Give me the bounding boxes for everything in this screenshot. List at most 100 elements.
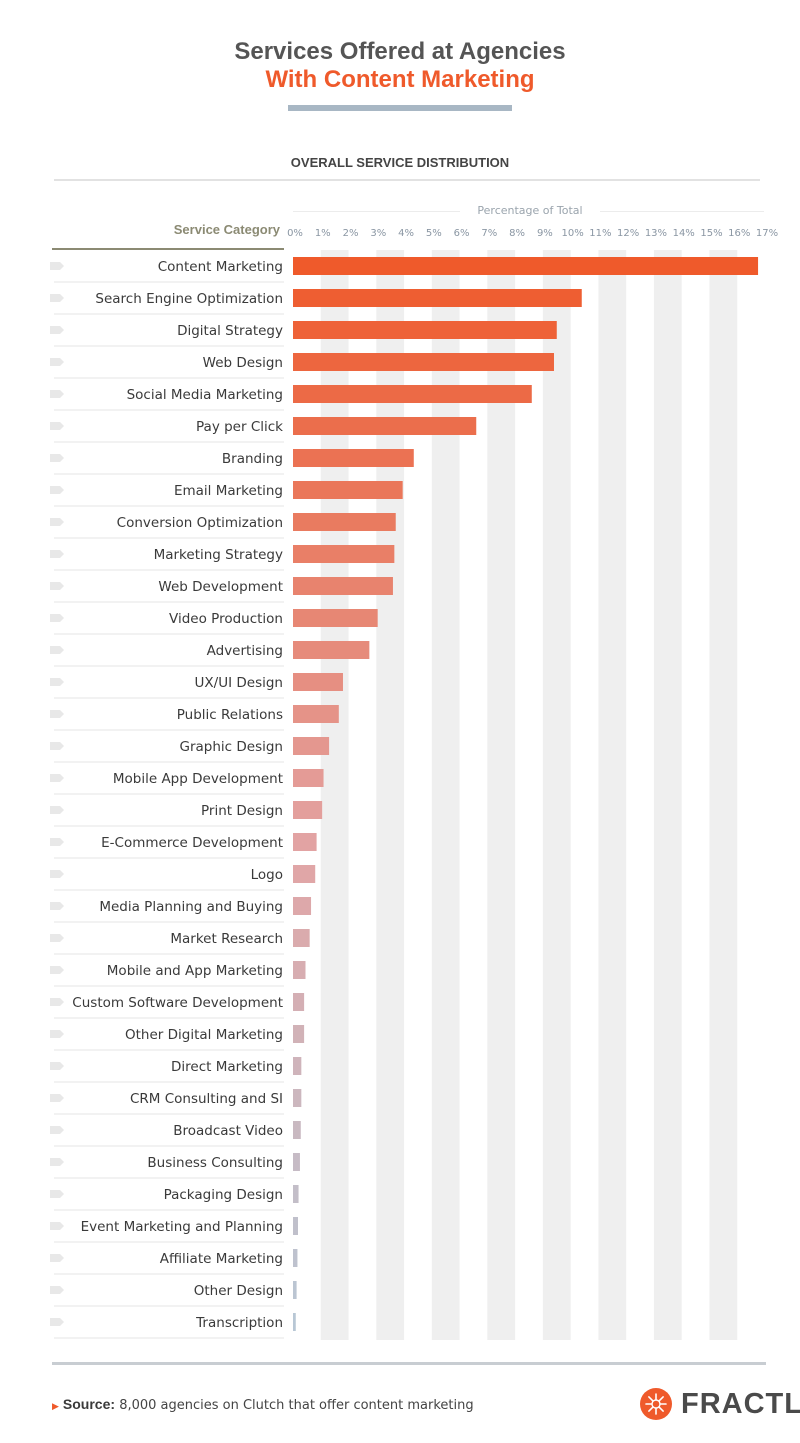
tag-icon <box>50 1286 64 1294</box>
x-tick-label: 17% <box>756 228 778 239</box>
bar <box>293 1313 296 1331</box>
bar <box>293 385 532 403</box>
category-label: Branding <box>222 451 283 467</box>
bar <box>293 801 323 819</box>
category-header: Service Category <box>173 222 280 237</box>
tag-icon <box>50 422 64 430</box>
grid-stripe <box>487 250 516 1340</box>
grid-stripe <box>320 250 349 1340</box>
tag-icon <box>50 358 64 366</box>
tag-icon <box>50 774 64 782</box>
category-label: Other Design <box>194 1283 283 1299</box>
tag-icon <box>50 646 64 654</box>
category-label: E-Commerce Development <box>101 835 283 851</box>
tag-icon <box>50 1318 64 1326</box>
x-tick-label: 5% <box>426 228 442 239</box>
x-tick-label: 0% <box>287 228 303 239</box>
tag-icon <box>50 486 64 494</box>
bar <box>293 929 310 947</box>
logo-wordmark: FRACTL <box>681 1387 800 1420</box>
tag-icon <box>50 614 64 622</box>
bar <box>293 1281 297 1299</box>
bar <box>293 865 316 883</box>
grid-stripe <box>431 250 460 1340</box>
category-label: Affiliate Marketing <box>160 1251 283 1267</box>
chart-title-line1: Services Offered at Agencies <box>234 38 566 65</box>
tag-icon <box>50 390 64 398</box>
bar <box>293 257 759 275</box>
tag-icon <box>50 262 64 270</box>
source-note: ▶ Source: 8,000 agencies on Clutch that o… <box>52 1396 474 1413</box>
category-label: Direct Marketing <box>171 1059 283 1075</box>
category-label: Print Design <box>201 803 283 819</box>
tag-icon <box>50 998 64 1006</box>
category-label: Market Research <box>170 931 283 947</box>
grid-stripe <box>542 250 571 1340</box>
tag-icon <box>50 678 64 686</box>
bar <box>293 289 582 307</box>
x-tick-label: 4% <box>398 228 414 239</box>
tag-icon <box>50 870 64 878</box>
x-tick-label: 12% <box>617 228 639 239</box>
fractl-logo: FRACTL <box>640 1387 800 1421</box>
grid-stripe <box>376 250 405 1340</box>
x-tick-label: 7% <box>481 228 497 239</box>
category-label: Event Marketing and Planning <box>81 1219 283 1235</box>
bar <box>293 1249 298 1267</box>
tag-icon <box>50 1094 64 1102</box>
tag-icon <box>50 582 64 590</box>
grid-stripe <box>709 250 738 1340</box>
category-label: Media Planning and Buying <box>99 899 283 915</box>
category-label: Web Design <box>203 355 283 371</box>
tag-icon <box>50 454 64 462</box>
x-tick-label: 3% <box>370 228 386 239</box>
tag-icon <box>50 518 64 526</box>
bar <box>293 577 393 595</box>
tag-icon <box>50 1158 64 1166</box>
x-tick-label: 16% <box>728 228 750 239</box>
bar <box>293 769 324 787</box>
title-divider <box>288 105 512 111</box>
bar <box>293 897 312 915</box>
x-tick-label: 14% <box>673 228 695 239</box>
category-label: Advertising <box>207 643 283 659</box>
category-label: Custom Software Development <box>72 995 283 1011</box>
tag-icon <box>50 1126 64 1134</box>
bar <box>293 673 343 691</box>
tag-icon <box>50 1222 64 1230</box>
tag-icon <box>50 294 64 302</box>
subtitle-divider <box>54 179 760 181</box>
category-label: CRM Consulting and SI <box>130 1091 283 1107</box>
category-header-underline <box>52 248 284 250</box>
tag-icon <box>50 902 64 910</box>
bar <box>293 705 339 723</box>
bar <box>293 449 414 467</box>
category-label: Packaging Design <box>164 1187 283 1203</box>
tag-icon <box>50 966 64 974</box>
fractl-logo-icon <box>640 1388 672 1420</box>
bar <box>293 1185 299 1203</box>
bar <box>293 1153 300 1171</box>
x-tick-label: 13% <box>645 228 667 239</box>
x-tick-label: 11% <box>589 228 611 239</box>
bar <box>293 1121 301 1139</box>
bar <box>293 1089 302 1107</box>
x-tick-label: 15% <box>700 228 722 239</box>
grid-stripe <box>598 250 627 1340</box>
tag-icon <box>50 1030 64 1038</box>
tag-icon <box>50 1190 64 1198</box>
grid-stripe <box>653 250 682 1340</box>
bar <box>293 545 395 563</box>
tag-icon <box>50 1254 64 1262</box>
x-tick-label: 2% <box>343 228 359 239</box>
tag-icon <box>50 806 64 814</box>
category-label: Broadcast Video <box>173 1123 283 1139</box>
category-label: Search Engine Optimization <box>95 291 283 307</box>
category-label: Web Development <box>158 579 283 595</box>
category-label: Other Digital Marketing <box>125 1027 283 1043</box>
chart-subtitle: OVERALL SERVICE DISTRIBUTION <box>290 155 510 170</box>
bar <box>293 513 396 531</box>
bar <box>293 609 378 627</box>
bar <box>293 353 554 371</box>
bar <box>293 993 305 1011</box>
